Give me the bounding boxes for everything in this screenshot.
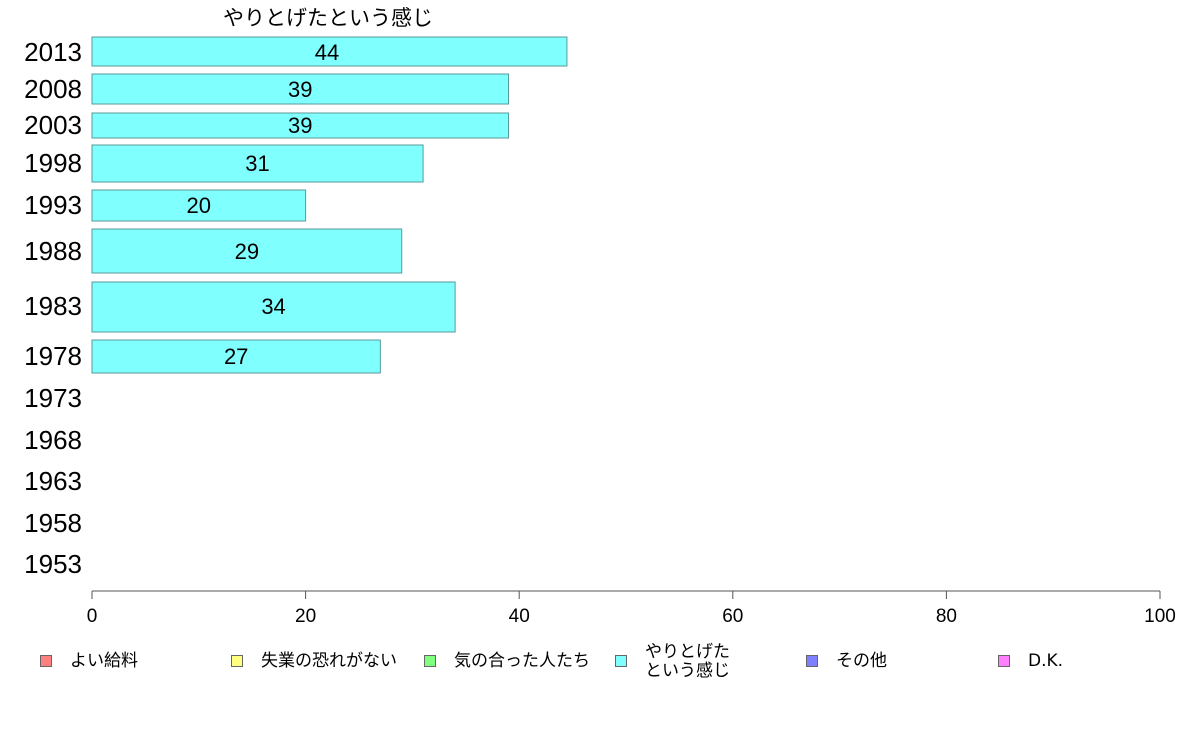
bar xyxy=(91,112,510,139)
y-tick-label: 2003 xyxy=(24,110,82,140)
x-axis: 0 20 40 60 80 100 xyxy=(87,590,1176,627)
bar-data-label: 39 xyxy=(288,113,312,138)
legend-swatch xyxy=(998,655,1010,667)
chart-title: やりとげたという感じ xyxy=(223,6,433,30)
bar xyxy=(91,189,307,222)
legend-label: その他 xyxy=(836,651,887,671)
legend-label: D.K. xyxy=(1028,651,1064,671)
x-tick-label: 80 xyxy=(936,606,957,627)
y-tick-label: 1978 xyxy=(24,341,82,371)
legend-item: やりとげた という感じ xyxy=(615,643,730,681)
bar-data-label: 39 xyxy=(288,77,312,102)
x-tick-label: 60 xyxy=(722,606,743,627)
bar-data-label: 31 xyxy=(245,151,269,176)
y-tick-label: 1993 xyxy=(24,190,82,220)
legend-label: やりとげた という感じ xyxy=(645,642,730,681)
y-tick-label: 1983 xyxy=(24,291,82,321)
legend-item: D.K. xyxy=(998,643,1063,671)
legend-label: 気の合った人たち xyxy=(454,651,590,671)
y-tick-label: 2008 xyxy=(24,74,82,104)
bar-data-label: 29 xyxy=(235,239,259,264)
legend-item: その他 xyxy=(806,643,887,671)
x-tick-label: 100 xyxy=(1144,606,1176,627)
y-tick-label: 1958 xyxy=(24,508,82,538)
legend-item: 気の合った人たち xyxy=(424,643,590,671)
bar xyxy=(91,73,510,105)
y-tick-label: 1973 xyxy=(24,383,82,413)
legend-item: よい給料 xyxy=(40,643,138,671)
y-tick-label: 1988 xyxy=(24,236,82,266)
legend-label: よい給料 xyxy=(70,651,138,671)
x-tick-label: 0 xyxy=(87,606,98,627)
y-tick-label: 1963 xyxy=(24,466,82,496)
bar-data-label: 27 xyxy=(224,344,248,369)
y-tick-label: 1953 xyxy=(24,549,82,579)
legend-swatch xyxy=(231,655,243,667)
bar-data-label: 20 xyxy=(187,193,211,218)
y-tick-label: 2013 xyxy=(24,37,82,67)
bar xyxy=(91,144,424,183)
legend-swatch xyxy=(40,655,52,667)
legend-label: 失業の恐れがない xyxy=(261,651,397,671)
bar xyxy=(91,228,403,274)
bar-data-label: 34 xyxy=(261,294,285,319)
bar-data-label: 44 xyxy=(315,40,339,65)
y-tick-label: 1998 xyxy=(24,148,82,178)
legend-item: 失業の恐れがない xyxy=(231,643,397,671)
y-tick-label: 1968 xyxy=(24,425,82,455)
x-tick-label: 40 xyxy=(509,606,530,627)
legend-swatch xyxy=(615,655,627,667)
bar xyxy=(91,339,381,374)
y-axis-labels: 2013 2008 2003 1998 1993 1988 1983 1978 1973 1968… xyxy=(24,37,82,579)
bar xyxy=(91,36,568,67)
bar xyxy=(91,281,456,333)
legend-swatch xyxy=(806,655,818,667)
legend-swatch xyxy=(424,655,436,667)
x-tick-label: 20 xyxy=(295,606,316,627)
